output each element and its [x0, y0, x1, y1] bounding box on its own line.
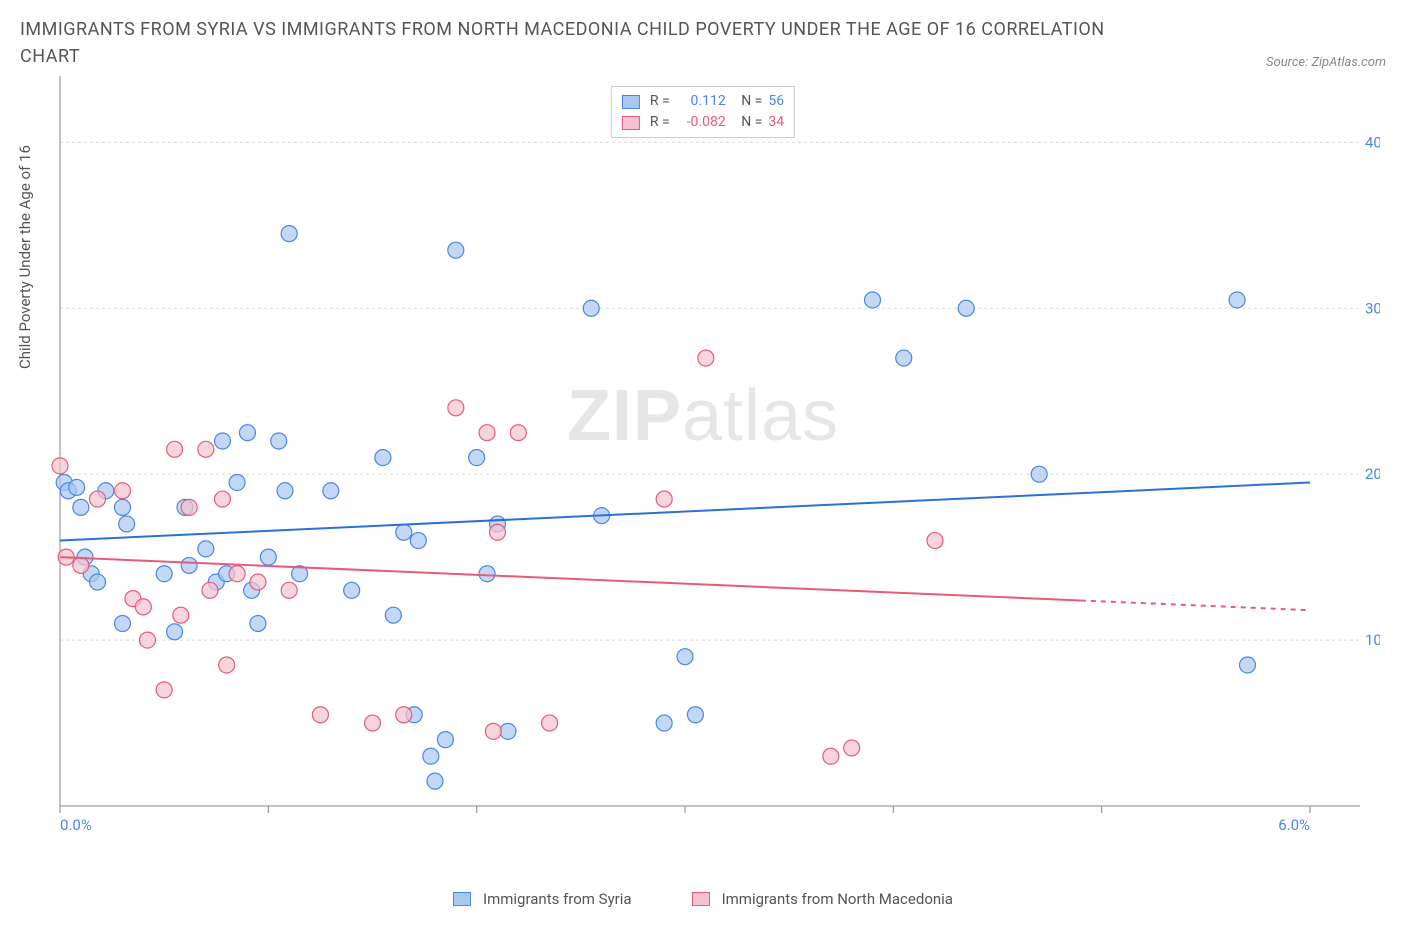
y-axis-label: Child Poverty Under the Age of 16 — [16, 145, 34, 369]
source-label: Source: — [1266, 55, 1308, 70]
chart-title: IMMIGRANTS FROM SYRIA VS IMMIGRANTS FROM… — [20, 16, 1120, 70]
svg-text:30.0%: 30.0% — [1365, 299, 1380, 317]
n-label: N = — [741, 112, 762, 133]
swatch-macedonia — [692, 892, 710, 906]
r-label: R = — [650, 112, 670, 133]
source-name: ZipAtlas.com — [1311, 55, 1386, 70]
header: IMMIGRANTS FROM SYRIA VS IMMIGRANTS FROM… — [20, 16, 1386, 70]
swatch-macedonia — [622, 116, 640, 130]
svg-text:6.0%: 6.0% — [1278, 816, 1310, 834]
n-label: N = — [741, 91, 762, 112]
legend-label-syria: Immigrants from Syria — [483, 890, 632, 908]
stats-legend: R = 0.112 N = 56 R = -0.082 N = 34 — [611, 86, 795, 138]
legend-item-syria: Immigrants from Syria — [453, 890, 632, 908]
swatch-syria — [453, 892, 471, 906]
legend-label-macedonia: Immigrants from North Macedonia — [722, 890, 953, 908]
chart-container: Child Poverty Under the Age of 16 10.0%2… — [20, 76, 1386, 886]
stats-legend-row-macedonia: R = -0.082 N = 34 — [622, 112, 784, 133]
series-legend: Immigrants from Syria Immigrants from No… — [20, 890, 1386, 908]
svg-text:10.0%: 10.0% — [1365, 631, 1380, 649]
svg-text:20.0%: 20.0% — [1365, 465, 1380, 483]
n-value-macedonia: 34 — [768, 112, 784, 133]
source-citation: Source: ZipAtlas.com — [1266, 55, 1386, 70]
n-value-syria: 56 — [768, 91, 784, 112]
legend-item-macedonia: Immigrants from North Macedonia — [692, 890, 953, 908]
r-value-macedonia: -0.082 — [676, 112, 726, 133]
svg-text:40.0%: 40.0% — [1365, 133, 1380, 151]
svg-text:0.0%: 0.0% — [60, 816, 92, 834]
scatter-chart: 10.0% 20.0% 30.0% 40.0% 0.0% 6.0% — [20, 76, 1380, 886]
stats-legend-row-syria: R = 0.112 N = 56 — [622, 91, 784, 112]
swatch-syria — [622, 95, 640, 109]
r-label: R = — [650, 91, 670, 112]
r-value-syria: 0.112 — [676, 91, 726, 112]
